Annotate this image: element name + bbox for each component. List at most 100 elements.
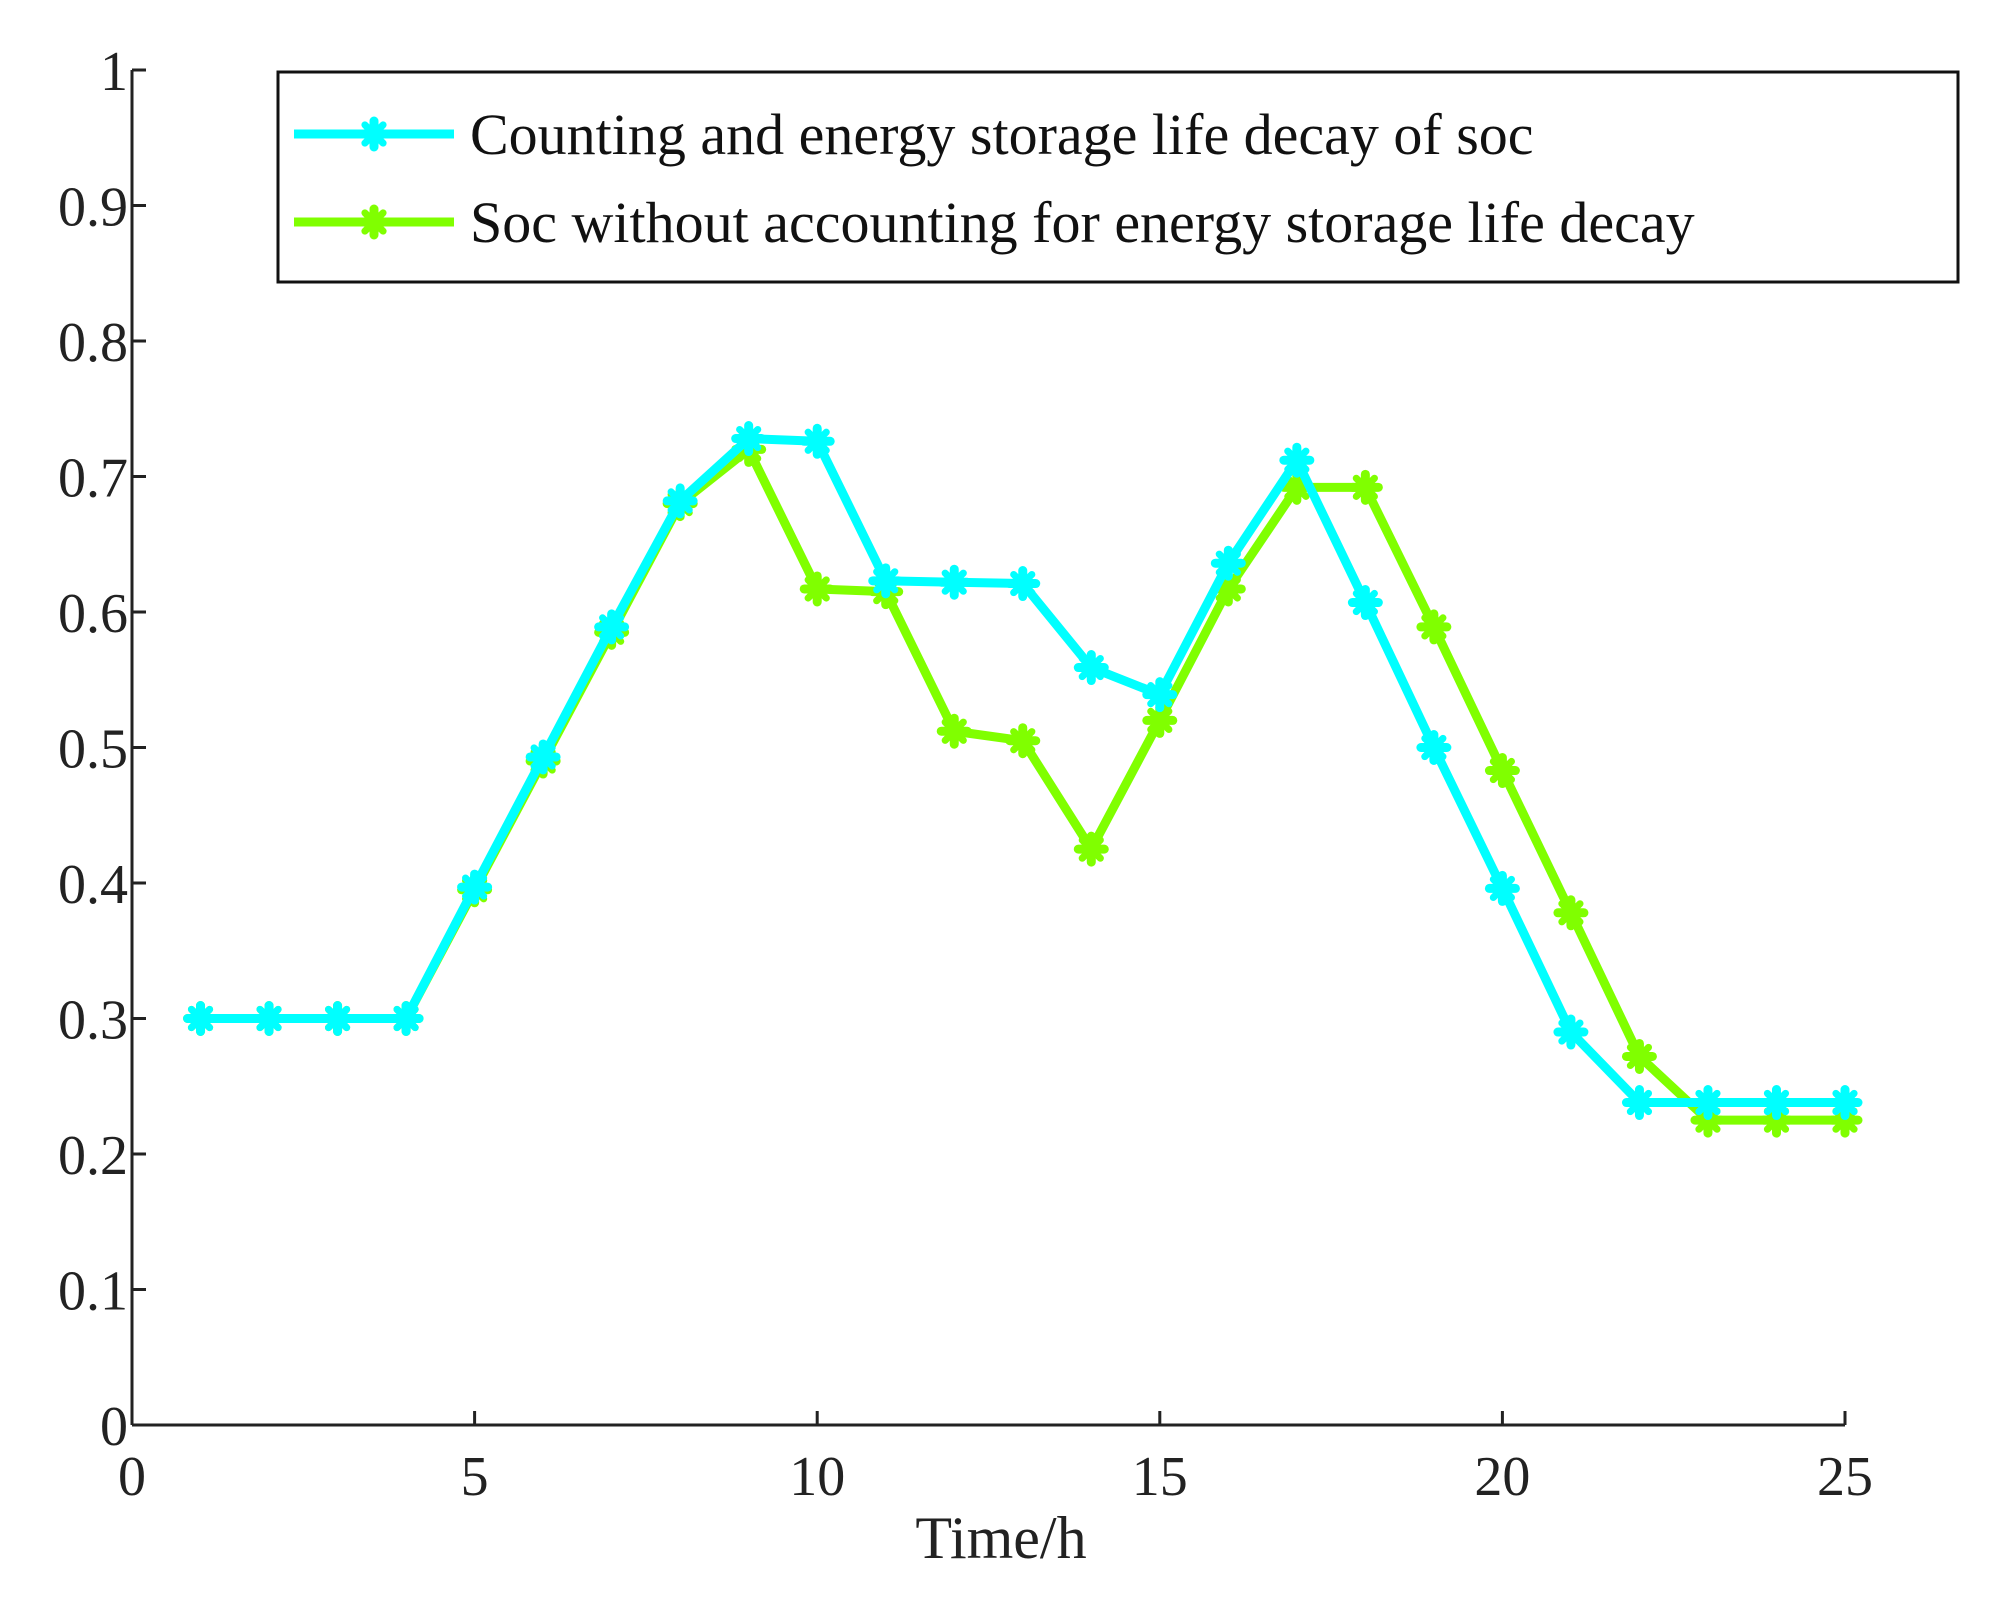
marker-stroke [1421,614,1447,640]
marker-stroke [667,488,693,514]
data-point [1073,650,1109,686]
y-tick-label: 0 [100,1396,128,1458]
data-point [1758,1085,1794,1121]
y-tick-label: 0.3 [58,990,128,1052]
marker-stroke [1078,654,1104,681]
marker-stroke [1558,1019,1584,1045]
y-tick-label: 0.6 [58,583,128,645]
y-tick-label: 0.1 [58,1261,128,1323]
marker-stroke [1695,1089,1721,1116]
marker-stroke [1284,447,1310,473]
data-point [1827,1085,1863,1121]
legend-label: Counting and energy storage life decay o… [470,102,1534,167]
data-point [1279,442,1315,478]
y-tick-label: 0.5 [58,719,128,781]
data-point [1416,609,1452,645]
marker-stroke [1352,474,1378,500]
marker-stroke [941,718,967,744]
data-point [1621,1085,1657,1121]
x-tick-label: 0 [118,1446,146,1508]
data-point [1416,730,1452,765]
marker-stroke [256,1005,282,1032]
marker-stroke [941,569,967,595]
data-point [251,1001,287,1036]
data-point [731,421,767,457]
data-point [320,1001,356,1036]
x-tick-label: 10 [789,1446,845,1508]
data-point [868,563,904,599]
series-1 [183,421,1863,1121]
marker-stroke [1763,1107,1790,1133]
marker-stroke [1215,550,1241,576]
legend-swatch-marker [356,204,392,240]
marker-stroke [1558,900,1584,926]
legend-entry: Counting and energy storage life decay o… [294,102,1534,167]
marker-stroke [530,744,556,770]
marker-stroke [361,209,387,235]
y-tick-label: 0.8 [58,312,128,374]
marker-stroke [599,614,625,640]
data-point [1142,677,1178,713]
marker-stroke [393,1005,419,1032]
marker-stroke [1352,589,1378,616]
marker-stroke [1695,1107,1721,1133]
axes: 0 5 10 15 20 25 0 0.1 0.2 0.3 0.4 0.5 0.6 0.7 0.8 0.9 1 [58,41,1873,1508]
marker-stroke [1078,836,1104,862]
marker-stroke [462,874,488,900]
x-tick-label: 25 [1817,1446,1873,1508]
data-point [662,483,698,519]
legend-swatch-marker [356,116,392,152]
data-point [1484,870,1520,906]
data-point [1484,753,1520,789]
marker-stroke [1626,1089,1653,1116]
marker-stroke [1010,570,1036,597]
marker-stroke [1626,1043,1653,1070]
data-point [525,739,561,775]
marker-stroke [736,425,762,452]
data-point [799,571,835,607]
series-layer [183,421,1863,1138]
y-tick-label: 0.7 [58,448,128,510]
legend-box [276,70,1960,284]
data-point [1347,469,1383,505]
marker-stroke [873,568,899,594]
marker-stroke [187,1005,214,1032]
data-point [1210,545,1246,581]
marker-stroke [1215,576,1241,602]
data-point [457,869,493,905]
marker-stroke [1763,1089,1790,1116]
data-point [1073,831,1109,867]
data-point [183,1001,219,1036]
marker-stroke [804,428,830,454]
data-point [936,564,972,600]
data-point [1005,566,1041,602]
y-tick-label: 0.4 [58,854,128,916]
data-point [1142,702,1178,738]
legend-entry: Soc without accounting for energy storag… [294,190,1695,255]
legend: Counting and energy storage life decay o… [276,70,1960,284]
marker-stroke [1147,682,1173,708]
marker-stroke [1489,875,1515,902]
y-tick-label: 1 [100,41,128,103]
marker-stroke [324,1005,351,1032]
marker-stroke [1489,757,1515,784]
y-tick-label: 0.2 [58,1125,128,1187]
marker-stroke [1832,1089,1858,1116]
marker-stroke [804,576,830,602]
legend-label: Soc without accounting for energy storag… [470,190,1695,255]
data-point [1553,895,1589,931]
x-axis-title: Time/h [915,1505,1086,1571]
marker-stroke [361,121,387,147]
marker-stroke [1147,707,1173,733]
x-tick-label: 5 [461,1446,489,1508]
data-point [1553,1014,1589,1050]
marker-stroke [1832,1107,1858,1133]
x-tick-label: 20 [1474,1446,1530,1508]
marker-stroke [1421,734,1447,761]
data-point [1347,585,1383,621]
data-point [594,609,630,645]
data-point [1621,1038,1657,1074]
marker-stroke [1010,728,1036,754]
y-tick-label: 0.9 [58,177,128,239]
